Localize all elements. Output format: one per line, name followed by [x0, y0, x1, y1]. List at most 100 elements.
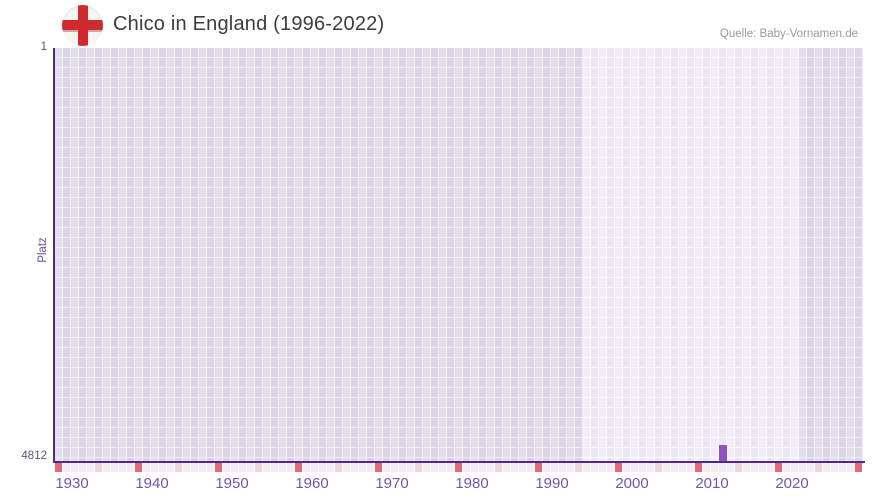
- ruler-cell: [543, 463, 550, 472]
- ruler-cell: [231, 463, 238, 472]
- ruler-cell: [175, 463, 182, 472]
- ruler-cell: [559, 463, 566, 472]
- ruler-cell: [847, 463, 854, 472]
- ruler-cell: [599, 463, 606, 472]
- ruler-cell: [567, 463, 574, 472]
- ruler-cell: [695, 463, 702, 472]
- ruler-cell: [767, 463, 774, 472]
- ruler-cell: [415, 463, 422, 472]
- ruler-cell: [303, 463, 310, 472]
- ruler-cell: [639, 463, 646, 472]
- ruler-cell: [743, 463, 750, 472]
- ruler-cell: [271, 463, 278, 472]
- ruler-cell: [391, 463, 398, 472]
- ruler-cell: [671, 463, 678, 472]
- ruler-cell: [775, 463, 782, 472]
- ruler-cell: [551, 463, 558, 472]
- ruler-cell: [167, 463, 174, 472]
- ruler-cell: [735, 463, 742, 472]
- ruler-cell: [823, 463, 830, 472]
- heatmap-plot-area: [55, 48, 863, 461]
- ruler-cell: [79, 463, 86, 472]
- ruler-cell: [247, 463, 254, 472]
- ruler-cell: [471, 463, 478, 472]
- ruler-cell: [575, 463, 582, 472]
- ruler-cell: [759, 463, 766, 472]
- y-axis-top-label: 1: [40, 41, 47, 53]
- x-tick-label-2020: 2020: [775, 475, 809, 492]
- ruler-cell: [319, 463, 326, 472]
- ruler-cell: [839, 463, 846, 472]
- ruler-cell: [751, 463, 758, 472]
- ruler-cell: [159, 463, 166, 472]
- ruler-cell: [55, 463, 62, 472]
- ruler-cell: [679, 463, 686, 472]
- ruler-cell: [591, 463, 598, 472]
- ruler-cell: [631, 463, 638, 472]
- ruler-cell: [615, 463, 622, 472]
- x-tick-label-1980: 1980: [455, 475, 489, 492]
- ruler-cell: [431, 463, 438, 472]
- ruler-cell: [311, 463, 318, 472]
- ruler-cell: [359, 463, 366, 472]
- ruler-cell: [463, 463, 470, 472]
- ruler-cell: [623, 463, 630, 472]
- ruler-cell: [199, 463, 206, 472]
- ruler-cell: [487, 463, 494, 472]
- ruler-cell: [335, 463, 342, 472]
- x-tick-label-1930: 1930: [55, 475, 89, 492]
- ruler-cell: [367, 463, 374, 472]
- ruler-cell: [375, 463, 382, 472]
- ruler-cell: [383, 463, 390, 472]
- england-flag-icon: [62, 5, 103, 46]
- ruler-cell: [527, 463, 534, 472]
- x-tick-label-2010: 2010: [695, 475, 729, 492]
- ruler-cell: [663, 463, 670, 472]
- ruler-cell: [423, 463, 430, 472]
- ruler-cell: [407, 463, 414, 472]
- ruler-cell: [799, 463, 806, 472]
- ruler-cell: [447, 463, 454, 472]
- page-title: Chico in England (1996-2022): [113, 13, 385, 35]
- ruler-cell: [63, 463, 70, 472]
- ruler-cell: [103, 463, 110, 472]
- ruler-cell: [279, 463, 286, 472]
- ruler-cell: [719, 463, 726, 472]
- ruler-cell: [647, 463, 654, 472]
- ruler-cell: [207, 463, 214, 472]
- flag-cross-vertical: [78, 5, 88, 46]
- region-data-period: [583, 48, 799, 461]
- y-axis-line: [53, 48, 55, 463]
- ruler-cell: [71, 463, 78, 472]
- x-tick-label-1940: 1940: [135, 475, 169, 492]
- ruler-cell: [143, 463, 150, 472]
- ruler-cell: [783, 463, 790, 472]
- ruler-cell: [223, 463, 230, 472]
- y-axis-title: Platz: [37, 237, 49, 263]
- ruler-cell: [351, 463, 358, 472]
- ruler-cell: [607, 463, 614, 472]
- ruler-cell: [815, 463, 822, 472]
- ruler-cell: [215, 463, 222, 472]
- ruler-cell: [703, 463, 710, 472]
- ruler-cell: [479, 463, 486, 472]
- ruler-cell: [239, 463, 246, 472]
- ruler-cell: [111, 463, 118, 472]
- ruler-cell: [791, 463, 798, 472]
- ruler-cell: [495, 463, 502, 472]
- ruler-cell: [511, 463, 518, 472]
- ruler-cell: [855, 463, 862, 472]
- region-before-data: [55, 48, 583, 461]
- source-label: Quelle: Baby-Vornamen.de: [719, 28, 858, 40]
- ruler-cell: [287, 463, 294, 472]
- ruler-cell: [711, 463, 718, 472]
- ruler-cell: [127, 463, 134, 472]
- ruler-cell: [263, 463, 270, 472]
- ruler-cell: [399, 463, 406, 472]
- ruler-cell: [519, 463, 526, 472]
- ruler-cell: [295, 463, 302, 472]
- ruler-cell: [255, 463, 262, 472]
- ruler-cell: [183, 463, 190, 472]
- data-cell-2011: [719, 445, 727, 461]
